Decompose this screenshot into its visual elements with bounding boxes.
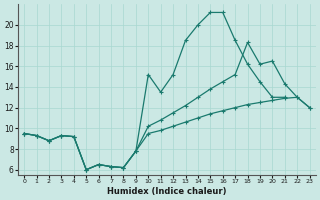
X-axis label: Humidex (Indice chaleur): Humidex (Indice chaleur) (107, 187, 227, 196)
